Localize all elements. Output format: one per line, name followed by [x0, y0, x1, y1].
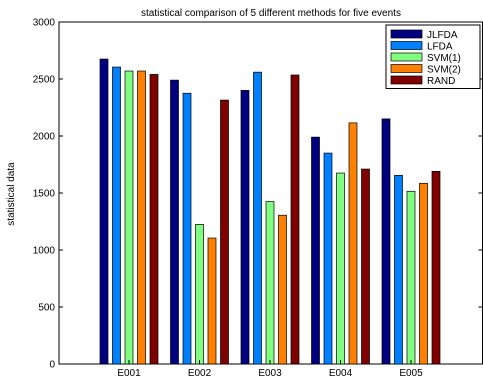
bar-lfda-e004 [323, 152, 333, 365]
x-tick-label: E003 [258, 368, 282, 377]
bar-svm1-e002 [195, 224, 204, 365]
bar-jlfda-e002 [170, 79, 179, 365]
legend-label: SVM(1) [427, 53, 461, 64]
bar-svm2-e003 [278, 214, 287, 365]
bar-rand-e001 [149, 74, 159, 365]
legend-label: JLFDA [427, 30, 458, 41]
bar-lfda-e002 [182, 92, 192, 365]
y-axis-label: statistical data [6, 162, 17, 226]
legend-swatch [390, 41, 423, 50]
x-tick-label: E001 [117, 368, 141, 377]
legend-swatch [390, 52, 423, 62]
legend-swatch [390, 64, 423, 73]
bar-jlfda-e005 [381, 118, 391, 365]
bar-svm1-e001 [124, 70, 134, 365]
bar-lfda-e001 [112, 66, 121, 365]
bar-jlfda-e001 [99, 58, 109, 365]
bar-svm2-e004 [348, 122, 358, 365]
bar-rand-e002 [220, 99, 229, 365]
x-tick-label: E002 [188, 368, 212, 377]
y-tick-label: 1500 [33, 189, 56, 200]
bar-lfda-e005 [394, 174, 403, 365]
bar-svm2-e001 [137, 70, 146, 365]
y-tick-label: 2000 [33, 132, 56, 143]
chart-title: statistical comparison of 5 different me… [141, 8, 401, 19]
legend-swatch [390, 29, 423, 39]
bar-rand-e004 [361, 168, 370, 365]
bar-svm1-e005 [406, 190, 416, 365]
bar-jlfda-e004 [311, 136, 320, 365]
legend-label: SVM(2) [427, 65, 461, 76]
bar-svm2-e005 [419, 182, 428, 365]
y-tick-label: 2500 [33, 75, 56, 86]
x-tick-label: E004 [329, 368, 353, 377]
y-tick-label: 0 [49, 360, 55, 371]
bar-rand-e003 [290, 74, 300, 365]
bar-svm2-e002 [207, 237, 217, 365]
y-tick-label: 3000 [33, 18, 56, 29]
legend-label: LFDA [427, 42, 453, 53]
bar-svm1-e004 [336, 172, 345, 365]
legend-label: RAND [427, 76, 455, 87]
bar-lfda-e003 [253, 71, 262, 365]
bar-rand-e005 [431, 170, 441, 365]
y-tick-label: 500 [38, 303, 55, 314]
bar-svm1-e003 [265, 201, 275, 365]
y-tick-label: 1000 [33, 246, 56, 257]
legend-swatch [390, 75, 423, 85]
bar-jlfda-e003 [240, 90, 250, 365]
x-tick-label: E005 [399, 368, 423, 377]
